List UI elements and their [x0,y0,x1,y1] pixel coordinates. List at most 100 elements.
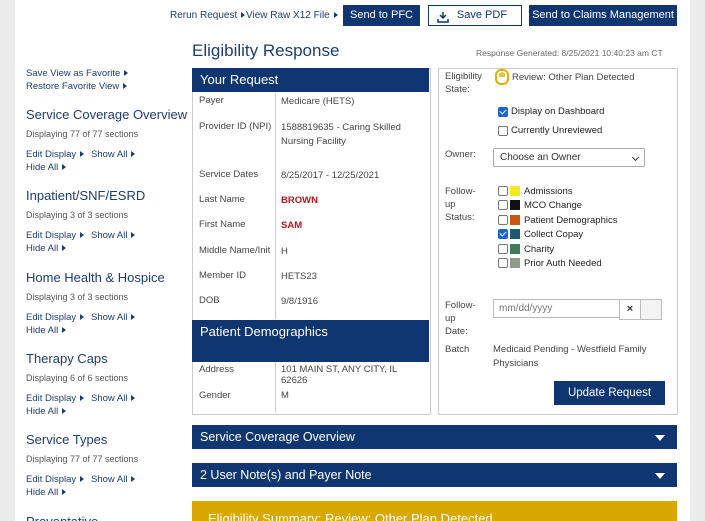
field-label: Last Name [199,194,245,205]
section-count: Displaying 6 of 6 sections [26,372,129,383]
section-action[interactable]: Edit Display [26,312,84,323]
page: Rerun Request View Raw X12 File Send to PF… [15,0,690,521]
section-action[interactable]: Hide All [26,162,66,173]
field-label: Follow-up Date: [445,300,476,337]
toolbar-button[interactable]: Save PDF [428,5,522,26]
section-action[interactable]: Edit Display [26,230,84,241]
status-label: Charity [524,243,555,255]
field-label: Batch [445,344,470,355]
checkbox[interactable] [498,200,508,211]
checkbox[interactable] [498,258,508,268]
field-label: DOB [199,295,220,306]
summary-bar: Eligibility Summary: Review: Other Plan … [192,501,677,521]
state-icon [495,69,509,85]
section-title[interactable]: Service Types [26,432,108,448]
eligibility-state: Review: Other Plan Detected [512,72,635,83]
generated-time: Response Generated: 8/25/2021 10:40:23 a… [476,48,663,58]
update-button[interactable]: Update Request [554,381,665,405]
field-label: Address [199,364,234,375]
column-divider [275,93,276,319]
panel-header: Your Request [192,68,429,92]
section-title[interactable]: Service Coverage Overview [26,107,188,122]
field-label: Eligibility State: [445,71,482,95]
favorite-link[interactable]: Save View as Favorite [26,68,128,79]
field-value: H [281,246,288,257]
favorite-link[interactable]: Restore Favorite View [26,81,127,92]
field-value: 9/8/1916 [281,296,318,307]
field-value: HETS23 [281,271,317,282]
status-panel [438,68,678,415]
section-title[interactable]: Therapy Caps [26,350,108,366]
section-count: Displaying 3 of 3 sections [26,210,129,221]
field-value: 101 MAIN ST, ANY CITY, IL 62626 [281,364,397,386]
section-action[interactable]: Hide All [26,243,66,254]
checkbox[interactable] [498,126,508,136]
toolbar-link[interactable]: Rerun Request [170,10,245,21]
field-label: Follow-up Status: [445,186,476,223]
checkbox-label: Currently Unreviewed [511,125,603,136]
checkbox[interactable] [498,107,508,117]
field-label: Owner: [445,149,476,160]
field-value: M [281,390,289,401]
panel-header: Patient Demographics [192,320,429,362]
calendar-button[interactable] [640,299,662,320]
field-label: Service Dates [199,169,259,180]
accordion-header[interactable]: Service Coverage Overview [192,425,677,449]
date-input[interactable]: mm/dd/yyyy [493,299,620,318]
section-action[interactable]: Show All [91,474,135,485]
section-count: Displaying 3 of 3 sections [26,291,129,302]
field-label: Gender [199,390,231,401]
column-divider [275,362,276,412]
toolbar-button[interactable]: Send to Claims Management [529,5,677,26]
section-action[interactable]: Edit Display [26,393,84,404]
field-label: First Name [199,219,246,230]
field-label: Member ID [199,270,246,281]
status-swatch [510,200,520,211]
status-label: Admissions [524,186,573,197]
section-title[interactable]: Inpatient/SNF/ESRD [26,188,146,204]
clear-date[interactable]: × [619,299,641,320]
toolbar-link[interactable]: View Raw X12 File [246,10,338,21]
page-title: Eligibility Response [192,41,340,60]
section-title[interactable]: Home Health & Hospice [26,269,165,285]
section-action[interactable]: Show All [91,312,135,323]
batch-value: Medicaid Pending - Westfield Family Phys… [493,344,647,369]
field-value: 1588819635 - Caring Skilled Nursing Faci… [281,122,401,147]
section-action[interactable]: Hide All [26,325,66,336]
status-label: Patient Demographics [524,214,618,226]
checkbox[interactable] [498,243,508,254]
checkbox[interactable] [498,214,508,225]
status-swatch [510,243,520,254]
checkbox-label: Display on Dashboard [511,106,605,117]
section-action[interactable]: Hide All [26,406,66,417]
owner-select[interactable]: Choose an Owner [493,148,645,167]
section-action[interactable]: Show All [91,149,135,160]
section-action[interactable]: Edit Display [26,149,84,160]
field-value: 8/25/2017 - 12/25/2021 [281,170,380,181]
status-swatch [510,229,520,240]
toolbar-button[interactable]: Send to PFC [343,5,420,26]
accordion-header[interactable]: 2 User Note(s) and Payer Note [192,463,677,487]
section-action[interactable]: Hide All [26,487,66,498]
field-value: Medicare (HETS) [281,96,355,107]
section-action[interactable]: Show All [91,393,135,404]
spacer [192,0,690,4]
section-action[interactable]: Edit Display [26,474,84,485]
section-title[interactable]: Preventative [26,513,99,521]
field-label: Payer [199,95,224,106]
checkbox[interactable] [498,186,508,196]
section-count: Displaying 77 of 77 sections [26,454,139,465]
checkbox[interactable] [498,229,508,240]
field-value: SAM [281,220,303,231]
field-label: Middle Name/Init [199,245,271,256]
section-action[interactable]: Show All [91,230,135,241]
status-swatch [510,186,520,196]
status-swatch [510,258,520,268]
field-value: BROWN [281,195,318,206]
section-count: Displaying 77 of 77 sections [26,129,139,139]
select-caret [631,153,640,162]
status-label: MCO Change [524,200,583,212]
field-label: Provider ID (NPI) [199,121,272,132]
pdf-icon [437,12,449,23]
